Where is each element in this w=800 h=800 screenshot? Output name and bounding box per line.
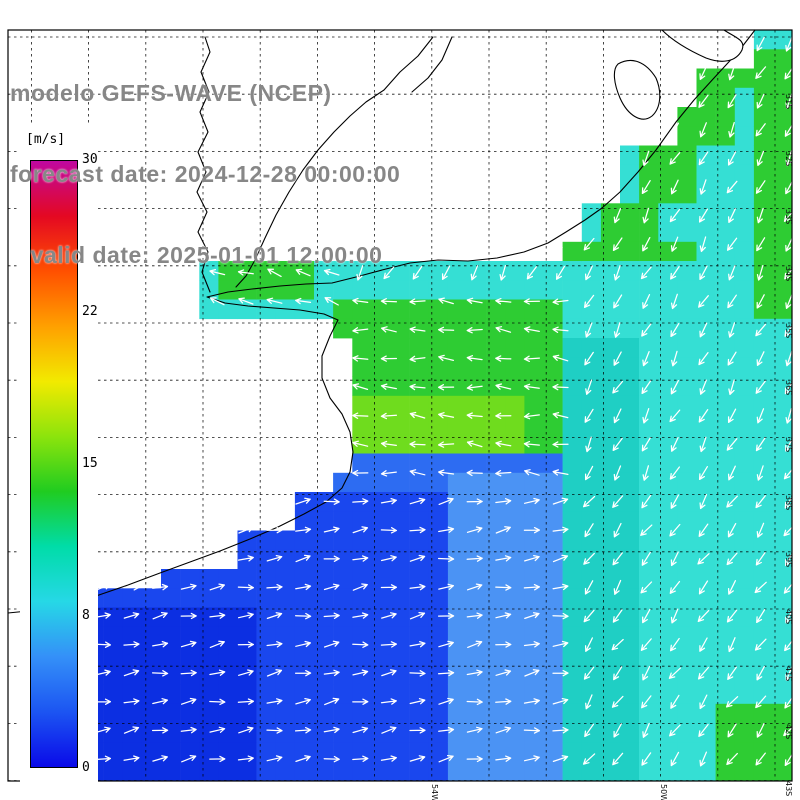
lagoa-mirim	[613, 60, 661, 120]
lagoa-dos-patos	[661, 29, 744, 62]
lat-label: 32S	[784, 151, 793, 166]
colorbar-tick-label: 15	[82, 456, 98, 471]
lat-label: 37S	[784, 437, 793, 452]
lat-label: 39S	[784, 552, 793, 567]
model-title: modelo GEFS-WAVE (NCEP)	[10, 80, 332, 106]
colorbar-gradient	[30, 160, 78, 768]
axis-labels: 31S 32S 33S 34S 35S 36S 37S 38S 39S 40S 41S 42S 43S 5…	[430, 94, 793, 800]
valid-date-line: valid date: 2025-01-01 12:00:00	[10, 242, 383, 268]
wind-arrows-layer	[94, 36, 796, 767]
parana-river	[196, 36, 211, 293]
lat-label: 40S	[784, 609, 793, 624]
colorbar-panel: [m/s] 30 22 15 8 0	[20, 124, 98, 786]
coastline-layer	[7, 29, 756, 614]
lat-label: 35S	[784, 323, 793, 338]
forecast-date-line: forecast date: 2024-12-28 00:00:00	[10, 161, 401, 187]
river-branch	[411, 36, 453, 93]
lat-label: 41S	[784, 666, 793, 681]
lat-label: 38S	[784, 495, 793, 510]
colorbar-tick-label: 30	[82, 152, 98, 167]
colorbar-tick-label: 22	[82, 304, 98, 319]
lat-label: 33S	[784, 209, 793, 224]
colorbar-unit-label: [m/s]	[26, 132, 66, 147]
uruguay-river	[235, 36, 434, 288]
mainland-coastline	[7, 29, 756, 614]
lat-label: 43S	[784, 781, 793, 796]
lat-label: 31S	[784, 94, 793, 109]
lat-label: 36S	[784, 380, 793, 395]
lon-label: 54W	[430, 784, 439, 800]
lon-label: 50W	[659, 784, 668, 800]
lat-label: 42S	[784, 724, 793, 739]
lat-label: 34S	[784, 266, 793, 281]
title-block: modelo GEFS-WAVE (NCEP) forecast date: 2…	[10, 26, 400, 323]
colorbar-tick-label: 8	[82, 608, 90, 623]
colorbar-tick-label: 0	[82, 760, 90, 775]
map-frame	[7, 29, 793, 782]
